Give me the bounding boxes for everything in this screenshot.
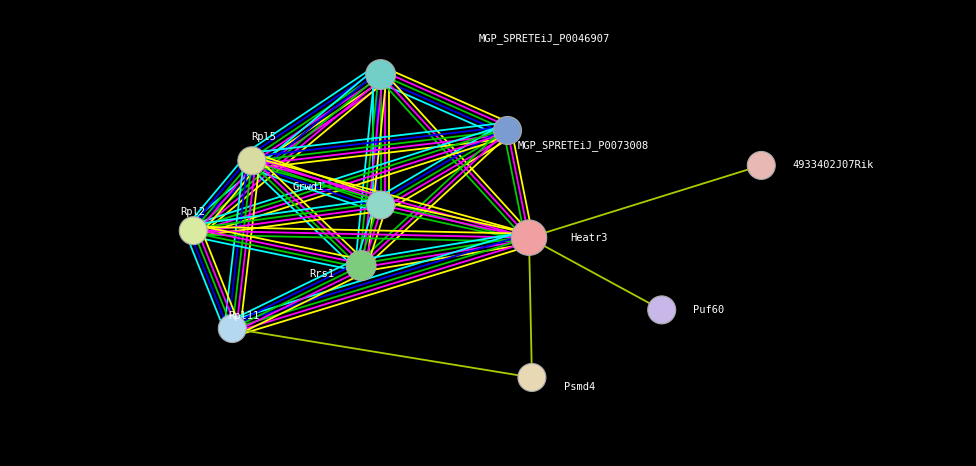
Circle shape bbox=[748, 151, 775, 179]
Text: Psmd4: Psmd4 bbox=[564, 382, 595, 392]
Text: Heatr3: Heatr3 bbox=[570, 233, 607, 243]
Circle shape bbox=[180, 217, 207, 245]
Circle shape bbox=[346, 251, 376, 281]
Circle shape bbox=[511, 220, 547, 255]
Text: Puf60: Puf60 bbox=[693, 305, 724, 315]
Text: Rpl5: Rpl5 bbox=[251, 132, 276, 142]
Circle shape bbox=[366, 60, 395, 89]
Circle shape bbox=[518, 363, 546, 391]
Text: Rpl2: Rpl2 bbox=[180, 207, 205, 217]
Circle shape bbox=[238, 147, 265, 175]
Text: MGP_SPRETEiJ_P0073008: MGP_SPRETEiJ_P0073008 bbox=[517, 140, 648, 151]
Text: Rpl11: Rpl11 bbox=[228, 311, 260, 321]
Text: Grwd1: Grwd1 bbox=[293, 183, 324, 192]
Circle shape bbox=[367, 191, 394, 219]
Circle shape bbox=[219, 315, 246, 343]
Circle shape bbox=[494, 116, 521, 144]
Text: Rrs1: Rrs1 bbox=[308, 268, 334, 279]
Text: MGP_SPRETEiJ_P0046907: MGP_SPRETEiJ_P0046907 bbox=[478, 34, 609, 44]
Text: 4933402J07Rik: 4933402J07Rik bbox=[793, 160, 874, 171]
Circle shape bbox=[648, 296, 675, 324]
